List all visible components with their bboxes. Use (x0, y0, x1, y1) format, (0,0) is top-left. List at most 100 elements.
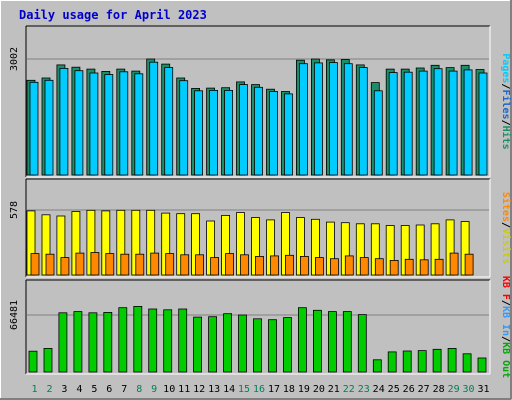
bar-kb-f-day-6 (103, 311, 113, 373)
bar-kb-f-day-15 (238, 314, 247, 373)
bar-files-day-15 (239, 84, 248, 176)
x-tick-label-day-24: 24 (373, 384, 385, 395)
bar-files-day-24 (373, 90, 383, 176)
bar-sites-day-16 (255, 255, 264, 276)
bar-kb-f-day-25 (387, 351, 397, 373)
panel-visits-sites: 578 (9, 178, 491, 278)
bar-files-day-18 (284, 93, 293, 176)
x-tick-label-day-1: 1 (31, 384, 37, 395)
bar-sites-day-13 (210, 257, 220, 276)
bar-files-day-19 (298, 63, 308, 176)
bar-sites-day-19 (299, 255, 309, 276)
bar-files-day-5 (89, 72, 99, 176)
legend-entry: Sites (500, 192, 512, 222)
bar-sites-day-15 (240, 254, 249, 276)
x-tick-label-day-6: 6 (106, 384, 112, 395)
bar-files-day-9 (149, 61, 159, 176)
bar-files-day-26 (403, 71, 413, 176)
bar-kb-f-day-19 (297, 307, 307, 373)
legend-entry: / (500, 336, 511, 342)
bar-kb-f-day-26 (402, 350, 412, 373)
bar-kb-f-day-2 (43, 347, 53, 373)
bar-sites-day-20 (314, 257, 324, 276)
bar-sites-day-22 (344, 255, 354, 276)
bar-files-day-12 (194, 90, 204, 176)
bar-kb-f-day-29 (447, 347, 457, 373)
bar-kb-f-day-22 (342, 311, 352, 373)
x-tick-label-day-23: 23 (358, 384, 370, 395)
bar-files-day-31 (478, 72, 488, 176)
bar-sites-day-26 (404, 258, 414, 276)
bar-files-day-4 (74, 70, 84, 176)
x-tick-label-day-9: 9 (151, 384, 157, 395)
legend-entry: / (500, 222, 511, 228)
legend-entry: KB In (500, 306, 511, 336)
bar-files-day-10 (164, 67, 174, 176)
legend-hits-files-pages: Pages/Files/Hits (500, 53, 512, 149)
chart-title: Daily usage for April 2023 (19, 8, 207, 22)
bar-files-day-17 (269, 91, 278, 176)
bar-files-day-22 (343, 63, 353, 176)
x-tick-label-day-15: 15 (238, 384, 250, 395)
bar-sites-day-14 (225, 253, 235, 276)
x-tick-label-day-2: 2 (46, 384, 52, 395)
bar-kb-f-day-18 (283, 317, 292, 373)
bar-kb-f-day-10 (163, 309, 173, 373)
bar-sites-day-6 (105, 253, 115, 276)
bar-sites-day-4 (75, 252, 85, 276)
bar-files-day-13 (209, 90, 219, 176)
bar-files-day-2 (44, 79, 54, 176)
x-tick-label-day-12: 12 (193, 384, 205, 395)
bar-sites-day-17 (270, 255, 279, 276)
x-tick-label-day-22: 22 (343, 384, 355, 395)
legend-entry: KB Out (500, 342, 511, 378)
bar-files-day-7 (119, 71, 129, 176)
bar-kb-f-day-21 (327, 311, 337, 373)
bar-files-day-30 (463, 69, 473, 176)
bar-sites-day-27 (419, 259, 429, 276)
bar-files-day-25 (388, 72, 398, 176)
x-tick-label-day-20: 20 (313, 384, 325, 395)
x-tick-label-day-13: 13 (208, 384, 220, 395)
bar-kb-f-day-31 (477, 357, 487, 373)
x-tick-label-day-17: 17 (268, 384, 280, 395)
bar-kb-f-day-5 (88, 312, 98, 373)
legend-entry: / (500, 83, 511, 89)
bar-files-day-29 (448, 70, 458, 176)
bar-sites-day-18 (285, 254, 294, 276)
x-tick-label-day-3: 3 (61, 384, 67, 395)
bar-files-day-6 (104, 74, 114, 176)
x-tick-label-day-4: 4 (76, 384, 82, 395)
bar-sites-day-24 (374, 258, 384, 276)
bar-files-day-27 (418, 70, 428, 176)
bar-kb-f-day-11 (178, 308, 188, 373)
bar-sites-day-29 (449, 252, 459, 276)
panel-hits-files-pages: 3002 (9, 25, 491, 178)
bar-files-day-11 (179, 80, 189, 176)
bar-files-day-23 (358, 67, 368, 176)
x-tick-label-day-5: 5 (91, 384, 97, 395)
bar-kb-f-day-16 (253, 318, 262, 373)
bar-files-day-14 (224, 90, 234, 176)
x-tick-label-day-11: 11 (178, 384, 190, 395)
bar-sites-day-9 (150, 252, 160, 276)
x-tick-label-day-30: 30 (462, 384, 474, 395)
bar-files-day-20 (313, 62, 323, 176)
bar-kb-f-day-9 (148, 308, 158, 373)
legend-entry: KB F (500, 276, 511, 300)
x-tick-label-day-29: 29 (448, 384, 460, 395)
legend-visits-sites: Sites/Visits (500, 192, 512, 264)
bar-kb-f-day-7 (118, 307, 128, 373)
panel-kbytes: 66481 (9, 279, 491, 375)
bar-kb-f-day-27 (417, 350, 427, 373)
bar-files-day-28 (433, 68, 443, 176)
bar-kb-f-day-13 (208, 316, 218, 373)
bar-sites-day-11 (180, 254, 190, 276)
x-tick-label-day-7: 7 (121, 384, 127, 395)
bar-sites-day-25 (389, 259, 399, 276)
bar-files-day-21 (328, 62, 338, 176)
bar-kb-f-day-30 (462, 353, 472, 373)
bar-kb-f-day-14 (223, 313, 233, 373)
bar-sites-day-8 (135, 253, 145, 276)
